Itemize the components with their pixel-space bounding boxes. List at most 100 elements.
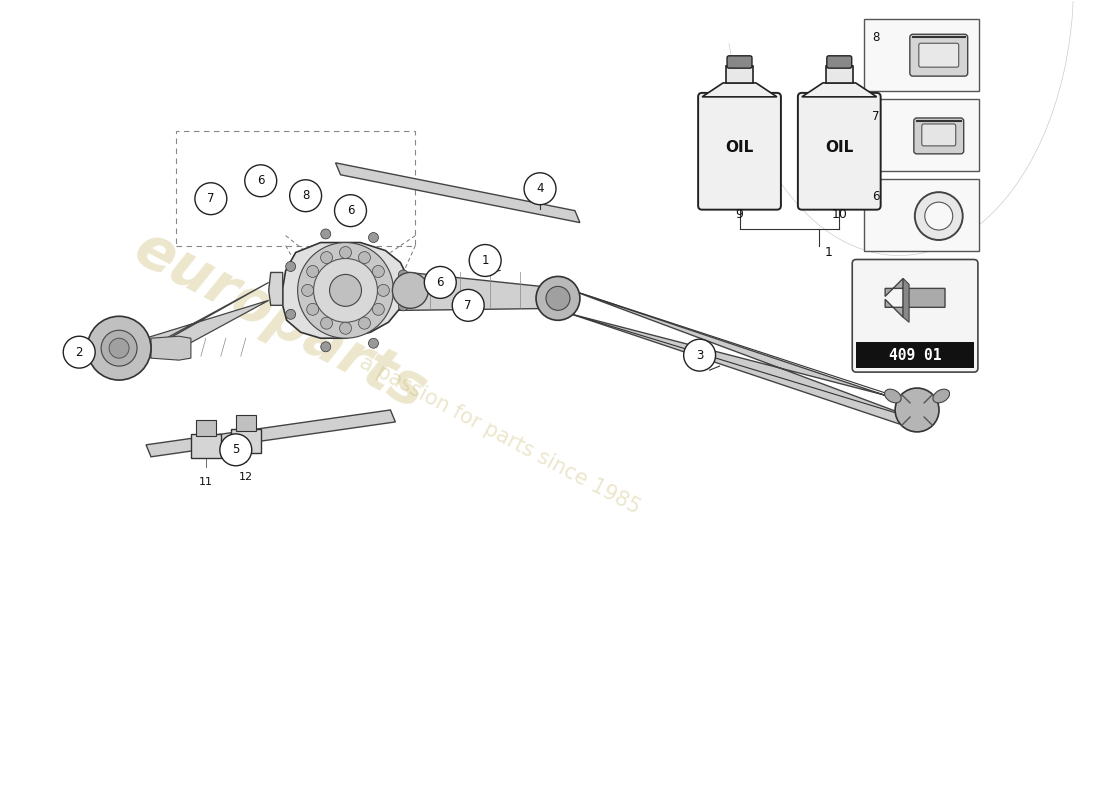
- Circle shape: [546, 286, 570, 310]
- Polygon shape: [903, 278, 909, 322]
- Bar: [856, 342, 974, 368]
- Polygon shape: [572, 290, 920, 424]
- Circle shape: [368, 338, 378, 348]
- FancyBboxPatch shape: [922, 124, 956, 146]
- Circle shape: [87, 316, 151, 380]
- Text: 7: 7: [464, 299, 472, 312]
- FancyBboxPatch shape: [852, 259, 978, 372]
- Polygon shape: [151, 336, 191, 360]
- Text: 7: 7: [872, 110, 880, 123]
- Text: 1: 1: [824, 246, 833, 259]
- Polygon shape: [395, 273, 560, 310]
- Polygon shape: [702, 83, 777, 97]
- Circle shape: [289, 180, 321, 212]
- Bar: [865, 99, 979, 170]
- FancyBboxPatch shape: [914, 118, 964, 154]
- Text: 2: 2: [76, 346, 82, 358]
- Circle shape: [195, 182, 227, 214]
- Circle shape: [373, 266, 384, 278]
- Circle shape: [915, 192, 962, 240]
- Bar: [826, 66, 852, 83]
- Circle shape: [314, 258, 377, 322]
- Circle shape: [452, 290, 484, 322]
- Text: OIL: OIL: [825, 139, 854, 154]
- Circle shape: [368, 233, 378, 242]
- Circle shape: [320, 317, 332, 329]
- Ellipse shape: [884, 389, 901, 403]
- Circle shape: [307, 303, 319, 315]
- Circle shape: [245, 165, 277, 197]
- FancyBboxPatch shape: [698, 93, 781, 210]
- Text: 6: 6: [437, 276, 444, 289]
- Circle shape: [330, 274, 362, 306]
- Text: 6: 6: [872, 190, 880, 203]
- FancyBboxPatch shape: [235, 415, 255, 431]
- Circle shape: [373, 303, 384, 315]
- FancyBboxPatch shape: [196, 420, 216, 436]
- Text: 409 01: 409 01: [889, 348, 942, 362]
- Circle shape: [340, 322, 352, 334]
- Circle shape: [524, 173, 556, 205]
- Circle shape: [359, 252, 371, 263]
- Circle shape: [536, 277, 580, 320]
- Text: 3: 3: [696, 349, 703, 362]
- Circle shape: [470, 245, 502, 277]
- Circle shape: [684, 339, 716, 371]
- Circle shape: [321, 342, 331, 352]
- Circle shape: [101, 330, 138, 366]
- Polygon shape: [336, 163, 580, 222]
- Text: 9: 9: [736, 207, 744, 221]
- Text: europarts: europarts: [125, 219, 437, 421]
- Text: 7: 7: [207, 192, 215, 206]
- Circle shape: [398, 301, 408, 311]
- Polygon shape: [268, 273, 283, 306]
- Circle shape: [398, 270, 408, 280]
- Circle shape: [359, 317, 371, 329]
- Bar: [865, 19, 979, 91]
- FancyBboxPatch shape: [918, 43, 959, 67]
- Text: 11: 11: [199, 477, 213, 486]
- Circle shape: [286, 310, 296, 319]
- Text: 8: 8: [872, 30, 880, 44]
- Polygon shape: [283, 242, 408, 338]
- Text: 1: 1: [482, 254, 488, 267]
- FancyBboxPatch shape: [910, 34, 968, 76]
- Circle shape: [301, 285, 314, 296]
- Circle shape: [307, 266, 319, 278]
- Circle shape: [925, 202, 953, 230]
- Text: 5: 5: [232, 443, 240, 456]
- Text: 10: 10: [832, 207, 847, 221]
- Text: 6: 6: [257, 174, 264, 187]
- Text: 8: 8: [301, 190, 309, 202]
- Text: OIL: OIL: [725, 139, 754, 154]
- Text: 4: 4: [537, 182, 543, 195]
- Circle shape: [321, 229, 331, 239]
- Polygon shape: [802, 83, 877, 97]
- Circle shape: [334, 194, 366, 226]
- Circle shape: [425, 266, 456, 298]
- Circle shape: [895, 388, 939, 432]
- Circle shape: [63, 336, 96, 368]
- FancyBboxPatch shape: [827, 56, 851, 68]
- Text: 6: 6: [346, 204, 354, 217]
- Circle shape: [340, 246, 352, 258]
- Circle shape: [286, 262, 296, 271]
- Bar: [865, 178, 979, 250]
- Ellipse shape: [933, 389, 949, 403]
- FancyBboxPatch shape: [231, 429, 261, 453]
- Circle shape: [393, 273, 428, 308]
- Circle shape: [220, 434, 252, 466]
- Polygon shape: [146, 410, 395, 457]
- Circle shape: [377, 285, 389, 296]
- Polygon shape: [126, 282, 268, 360]
- FancyBboxPatch shape: [727, 56, 752, 68]
- Text: 12: 12: [239, 472, 253, 482]
- Circle shape: [109, 338, 129, 358]
- Circle shape: [320, 252, 332, 263]
- Text: a passion for parts since 1985: a passion for parts since 1985: [356, 352, 644, 518]
- Polygon shape: [886, 278, 945, 318]
- Bar: [176, 131, 416, 246]
- FancyBboxPatch shape: [798, 93, 881, 210]
- FancyBboxPatch shape: [191, 434, 221, 458]
- Circle shape: [298, 242, 394, 338]
